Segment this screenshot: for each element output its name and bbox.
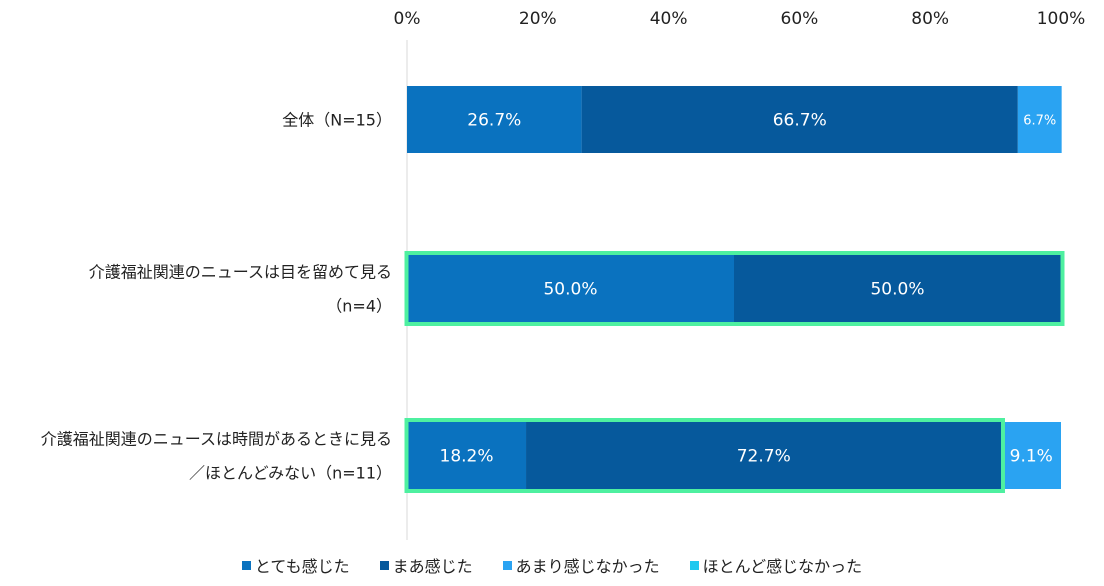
legend-item: ほとんど感じなかった	[689, 553, 863, 577]
category-label: （n=4）	[326, 297, 392, 316]
highlight-box	[404, 418, 1005, 493]
bar-segment	[526, 422, 1002, 489]
bar-segment	[407, 422, 527, 489]
legend-swatch	[241, 560, 251, 570]
category-label: ／ほとんどみない（n=11）	[189, 464, 392, 483]
data-label: 26.7%	[467, 111, 521, 131]
data-label: 9.1%	[1010, 447, 1053, 467]
data-label: 18.2%	[440, 447, 494, 467]
x-tick-label: 20%	[519, 9, 557, 29]
bar-segment	[407, 255, 734, 322]
bar-segment	[581, 86, 1018, 153]
x-tick-label: 80%	[911, 9, 949, 29]
category-label: 全体（N=15）	[282, 111, 392, 130]
legend-item: まあ感じた	[379, 553, 473, 577]
category-label: 介護福祉関連のニュースは目を留めて見る	[89, 263, 392, 282]
data-label: 50.0%	[870, 280, 924, 300]
bar-segment	[1017, 86, 1062, 153]
legend-label: あまり感じなかった	[515, 557, 660, 576]
legend-item: とても感じた	[241, 553, 350, 577]
bar-segment	[734, 255, 1061, 322]
legend: とても感じた まあ感じた あまり感じなかった ほとんど感じなかった	[0, 553, 1104, 577]
legend-label: とても感じた	[254, 557, 350, 576]
legend-swatch	[379, 560, 389, 570]
bar-segment	[1001, 422, 1061, 489]
bar-segment	[407, 86, 582, 153]
legend-label: ほとんど感じなかった	[702, 557, 863, 576]
legend-item: あまり感じなかった	[502, 553, 660, 577]
data-label: 50.0%	[543, 280, 597, 300]
highlight-box	[404, 251, 1065, 326]
data-label: 6.7%	[1023, 114, 1056, 129]
legend-swatch	[689, 560, 699, 570]
category-label: 介護福祉関連のニュースは時間があるときに見る	[41, 430, 392, 449]
x-tick-label: 60%	[781, 9, 819, 29]
x-tick-label: 40%	[650, 9, 688, 29]
legend-swatch	[502, 560, 512, 570]
data-label: 72.7%	[737, 447, 791, 467]
x-tick-label: 100%	[1037, 9, 1086, 29]
legend-label: まあ感じた	[392, 557, 473, 576]
data-label: 66.7%	[773, 111, 827, 131]
x-tick-label: 0%	[394, 9, 421, 29]
